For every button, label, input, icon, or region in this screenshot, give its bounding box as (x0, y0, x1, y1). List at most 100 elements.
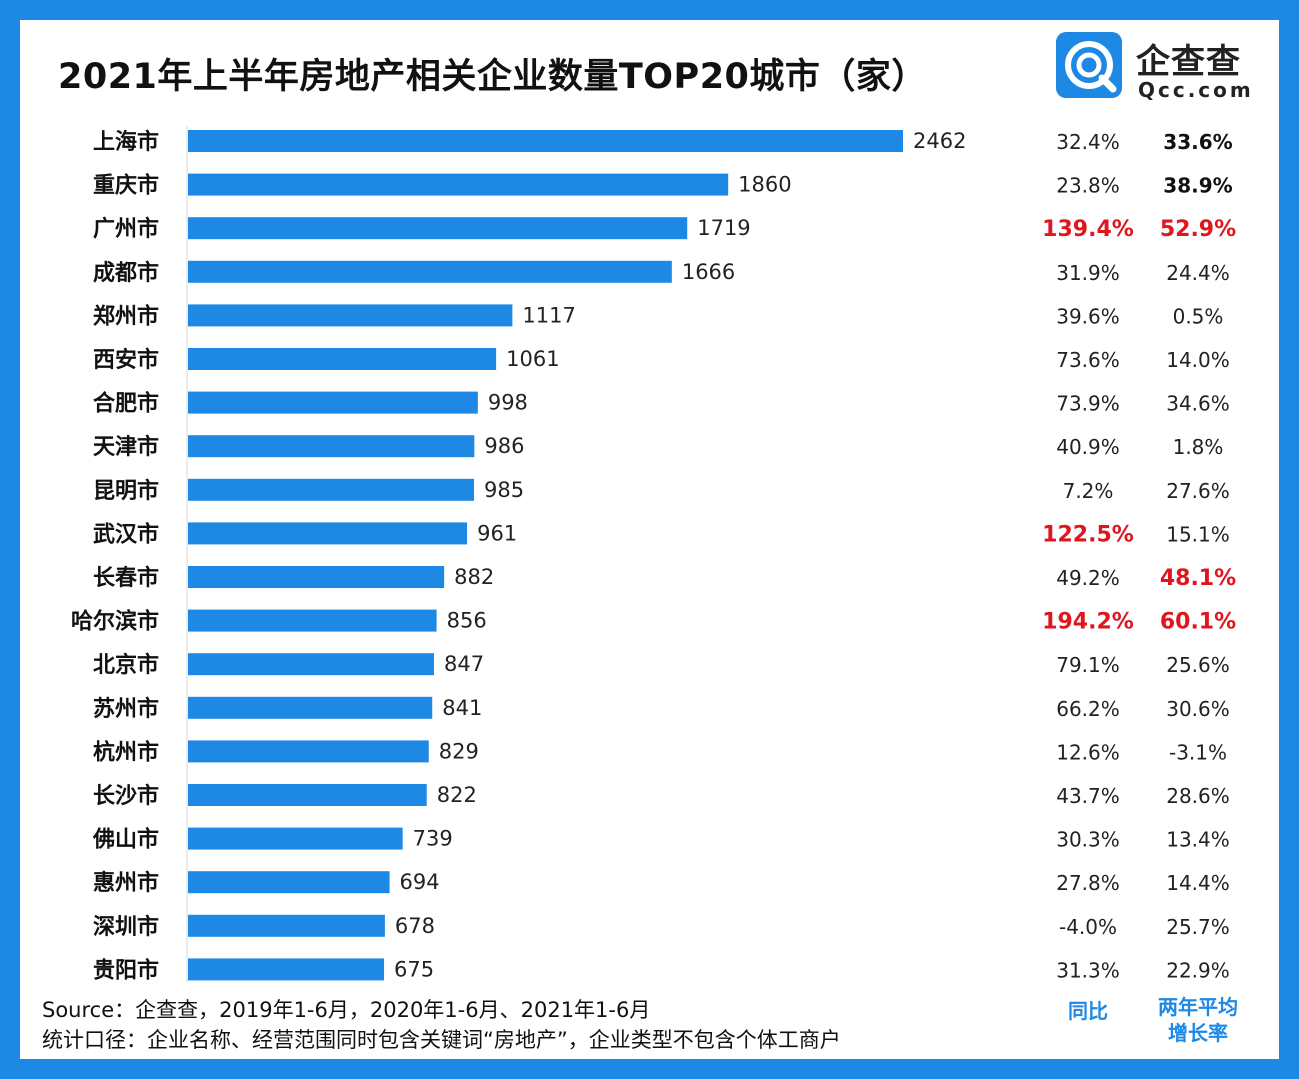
two-year-avg-value: 14.4% (1166, 871, 1230, 895)
bar-value-label: 1061 (506, 347, 559, 371)
two-year-column-header-line1: 两年平均 (1158, 995, 1238, 1019)
category-label: 哈尔滨市 (71, 609, 159, 635)
bar-value-label: 1117 (522, 303, 575, 327)
yoy-value: 194.2% (1042, 610, 1134, 635)
bar (188, 435, 475, 458)
bar (188, 130, 903, 152)
qcc-logo: 企查查 Qcc.com (1056, 32, 1266, 116)
two-year-avg-value: 13.4% (1166, 828, 1230, 852)
bar-value-label: 694 (400, 870, 440, 894)
two-year-avg-value: 33.6% (1163, 130, 1232, 154)
bar (188, 566, 445, 588)
yoy-value: 139.4% (1042, 217, 1134, 242)
category-label: 深圳市 (93, 914, 159, 940)
yoy-value: 27.8% (1056, 871, 1120, 895)
bar-value-label: 1666 (682, 260, 735, 284)
two-year-avg-value: 15.1% (1166, 522, 1230, 546)
bar (188, 217, 688, 240)
yoy-value: 73.9% (1056, 392, 1120, 416)
bar (188, 609, 437, 632)
bar (188, 827, 403, 850)
yoy-value: 40.9% (1056, 435, 1120, 459)
category-label: 广州市 (93, 216, 159, 242)
yoy-value: -4.0% (1059, 915, 1117, 939)
bar (188, 696, 433, 719)
bar-value-label: 739 (413, 827, 453, 851)
bar-value-label: 856 (447, 609, 487, 633)
bar-value-label: 847 (444, 652, 484, 676)
yoy-value: 32.4% (1056, 130, 1120, 154)
yoy-value: 12.6% (1056, 740, 1120, 764)
two-year-avg-value: 30.6% (1166, 697, 1230, 721)
bar (188, 478, 475, 501)
two-year-avg-value: 0.5% (1173, 304, 1224, 328)
bar-value-label: 961 (477, 521, 517, 545)
two-year-avg-value: 14.0% (1166, 348, 1230, 372)
logo-name: 企查查 (1136, 42, 1241, 82)
category-label: 上海市 (93, 129, 159, 155)
category-label: 重庆市 (93, 173, 159, 199)
yoy-value: 31.3% (1056, 958, 1120, 982)
chart-card: 2021年上半年房地产相关企业数量TOP20城市（家） 企查查 Qcc.com … (20, 20, 1279, 1059)
bar (188, 304, 513, 327)
category-label: 惠州市 (93, 870, 159, 896)
two-year-avg-value: 34.6% (1166, 392, 1230, 416)
category-label: 昆明市 (93, 478, 159, 504)
category-label: 长沙市 (93, 783, 159, 809)
source-note: Source：企查查，2019年1-6月，2020年1-6月、2021年1-6月 (42, 998, 651, 1022)
bar (188, 653, 434, 676)
bar-value-label: 1719 (697, 216, 750, 240)
bar-value-label: 829 (439, 739, 479, 763)
bar (188, 391, 478, 414)
yoy-value: 66.2% (1056, 697, 1120, 721)
category-label: 武汉市 (93, 521, 159, 547)
bar-value-label: 986 (484, 434, 524, 458)
yoy-value: 73.6% (1056, 348, 1120, 372)
category-label: 苏州市 (93, 696, 159, 722)
category-label: 佛山市 (92, 827, 159, 853)
category-label: 合肥市 (93, 391, 159, 417)
two-year-avg-value: 24.4% (1166, 261, 1230, 285)
bar-value-label: 2462 (913, 129, 966, 153)
yoy-value: 43.7% (1056, 784, 1120, 808)
category-label: 北京市 (93, 652, 159, 678)
yoy-column-header: 同比 (1068, 999, 1108, 1023)
bar (188, 260, 672, 283)
bar (188, 173, 729, 196)
category-label: 成都市 (93, 260, 159, 286)
yoy-value: 49.2% (1056, 566, 1120, 590)
qcc-logo-icon (1056, 32, 1122, 98)
bar (188, 784, 427, 806)
category-label: 西安市 (93, 347, 159, 373)
bar-chart: 上海市 2462 32.4% 33.6% 重庆市 1860 23.8% 38.9% 广州市 171… (71, 126, 1238, 1045)
bar-value-label: 675 (394, 957, 434, 981)
chart-title: 2021年上半年房地产相关企业数量TOP20城市（家） (58, 57, 927, 97)
bar-value-label: 1860 (738, 173, 791, 197)
two-year-avg-value: 27.6% (1166, 479, 1230, 503)
two-year-avg-value: 1.8% (1173, 435, 1224, 459)
yoy-value: 31.9% (1056, 261, 1120, 285)
category-label: 贵阳市 (93, 957, 159, 983)
two-year-column-header-line2: 增长率 (1168, 1021, 1228, 1045)
bar-value-label: 882 (454, 565, 494, 589)
yoy-value: 122.5% (1042, 522, 1134, 547)
yoy-value: 39.6% (1056, 304, 1120, 328)
yoy-value: 7.2% (1063, 479, 1114, 503)
two-year-avg-value: 22.9% (1166, 958, 1230, 982)
logo-domain: Qcc.com (1138, 78, 1254, 102)
bar-value-label: 985 (484, 478, 524, 502)
yoy-value: 79.1% (1056, 653, 1120, 677)
bar (188, 348, 497, 370)
category-label: 杭州市 (93, 739, 159, 765)
bar-value-label: 998 (488, 391, 528, 415)
two-year-avg-value: 25.7% (1166, 915, 1230, 939)
bar-value-label: 841 (442, 696, 482, 720)
bar (188, 914, 385, 937)
bar-value-label: 678 (395, 914, 435, 938)
bar (188, 871, 390, 894)
yoy-value: 30.3% (1056, 828, 1120, 852)
definition-note: 统计口径：企业名称、经营范围同时包含关键词“房地产”，企业类型不包含个体工商户 (42, 1028, 841, 1052)
two-year-avg-value: 38.9% (1163, 174, 1232, 198)
yoy-value: 23.8% (1056, 174, 1120, 198)
two-year-avg-value: 25.6% (1166, 653, 1230, 677)
